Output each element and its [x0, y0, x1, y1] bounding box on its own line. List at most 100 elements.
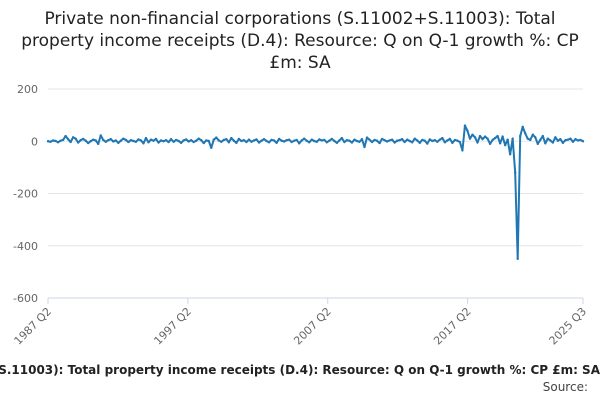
- data-point: [544, 142, 547, 145]
- data-point: [526, 137, 529, 140]
- data-point: [86, 141, 90, 145]
- data-point: [297, 142, 301, 145]
- data-point: [365, 136, 369, 139]
- data-point: [541, 134, 545, 138]
- data-point: [375, 139, 379, 142]
- data-point: [318, 138, 321, 141]
- data-point: [473, 136, 477, 139]
- data-point: [255, 138, 258, 141]
- data-point: [405, 138, 409, 141]
- data-point: [69, 140, 72, 144]
- data-point: [112, 140, 115, 143]
- data-point: [431, 139, 434, 143]
- data-point: [303, 137, 306, 140]
- data-point: [328, 139, 331, 142]
- data-point: [534, 136, 537, 139]
- data-point: [426, 142, 429, 145]
- data-point: [290, 140, 293, 144]
- data-point: [496, 134, 499, 138]
- data-point: [549, 139, 552, 142]
- data-point: [363, 145, 366, 149]
- data-point: [581, 140, 585, 143]
- data-point: [277, 137, 281, 141]
- data-point: [235, 141, 238, 145]
- data-point: [478, 134, 482, 138]
- data-point: [451, 141, 454, 145]
- data-point: [179, 141, 183, 145]
- data-point: [99, 134, 102, 137]
- data-point: [310, 138, 313, 141]
- data-point: [471, 133, 474, 136]
- data-point: [486, 137, 489, 140]
- data-point: [295, 138, 298, 142]
- data-point: [413, 137, 416, 140]
- data-point: [192, 140, 195, 144]
- source-label: Source:: [542, 380, 588, 394]
- data-point: [240, 139, 243, 143]
- data-point: [338, 139, 341, 142]
- y-axis: 200 0 -200 -400 -600: [13, 83, 38, 305]
- data-point: [217, 139, 220, 142]
- data-point: [521, 125, 524, 129]
- data-point: [438, 138, 442, 141]
- data-point: [212, 138, 215, 141]
- data-point: [127, 140, 130, 144]
- data-point: [313, 139, 316, 143]
- data-point: [270, 138, 273, 142]
- data-point: [358, 140, 361, 143]
- data-point: [491, 138, 494, 142]
- data-point: [506, 138, 509, 141]
- data-point: [144, 136, 148, 140]
- data-point: [519, 134, 522, 138]
- data-point: [300, 139, 303, 142]
- data-point: [481, 137, 484, 141]
- data-point: [466, 129, 469, 132]
- data-point: [564, 139, 567, 142]
- data-point: [436, 140, 439, 143]
- data-point: [315, 140, 318, 143]
- data-point: [511, 137, 514, 140]
- data-point: [169, 137, 173, 141]
- data-point: [353, 138, 356, 141]
- data-point: [109, 137, 112, 141]
- data-point: [292, 139, 296, 142]
- data-point: [84, 139, 87, 142]
- data-point: [129, 139, 133, 142]
- data-point: [220, 140, 223, 143]
- data-point: [463, 124, 467, 127]
- y-tick-label: 200: [17, 83, 38, 96]
- data-point: [182, 139, 185, 142]
- data-point: [159, 139, 163, 142]
- data-point: [147, 141, 150, 144]
- data-point: [546, 137, 550, 140]
- data-point: [49, 140, 52, 143]
- chart-title: Private non-financial corporations (S.11…: [21, 9, 579, 73]
- data-point: [574, 137, 577, 141]
- data-point: [257, 141, 261, 144]
- x-tick-label: 2025 Q3: [547, 305, 590, 348]
- data-point: [142, 142, 145, 145]
- data-point: [579, 138, 582, 142]
- data-point: [267, 141, 271, 144]
- data-point: [561, 141, 565, 145]
- data-point: [61, 138, 65, 142]
- data-point: [174, 138, 178, 142]
- data-point: [516, 257, 519, 261]
- data-point: [483, 135, 487, 138]
- data-point: [114, 139, 118, 142]
- x-tick-label: 1987 Q2: [12, 305, 55, 348]
- data-point: [551, 141, 555, 144]
- data-point: [529, 138, 532, 142]
- data-point: [207, 139, 210, 143]
- data-point: [416, 139, 419, 142]
- data-point: [287, 138, 291, 141]
- data-point: [202, 141, 205, 145]
- data-point: [368, 138, 371, 141]
- data-point: [571, 140, 575, 143]
- data-point: [162, 140, 165, 143]
- data-point: [285, 139, 288, 142]
- data-point: [348, 139, 351, 142]
- data-point: [554, 136, 557, 139]
- data-point: [230, 136, 233, 140]
